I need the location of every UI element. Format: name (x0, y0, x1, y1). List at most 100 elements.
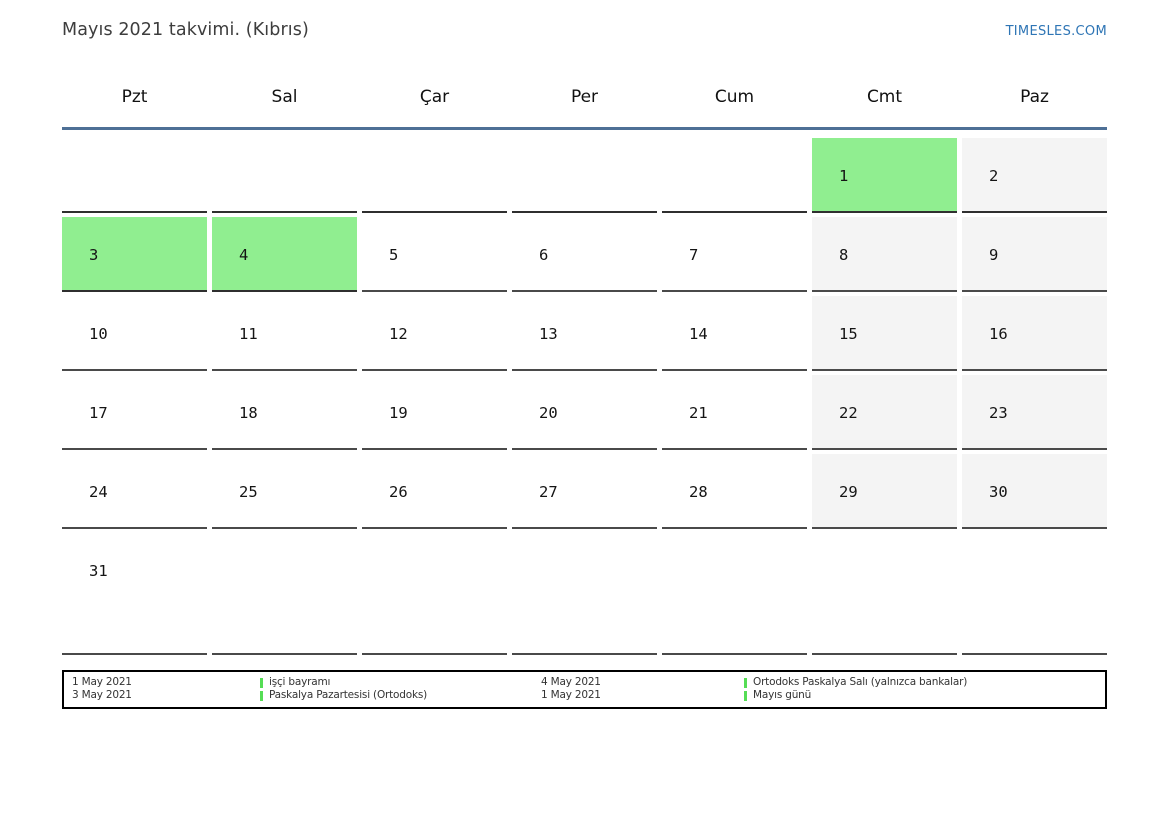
legend-entry: Paskalya Pazartesisi (Ortodoks) (260, 689, 541, 702)
day-cell: 26 (362, 454, 507, 529)
day-cell: 16 (962, 296, 1107, 371)
day-number: 9 (989, 246, 999, 264)
day-cell (212, 533, 357, 655)
weekday-label: Paz (1020, 87, 1049, 107)
legend-date: 1 May 2021 (541, 689, 601, 701)
day-cell: 11 (212, 296, 357, 371)
weekday-label: Cmt (866, 87, 903, 107)
day-number: 19 (389, 404, 408, 422)
day-number: 15 (839, 325, 858, 343)
header-rule (62, 127, 1107, 130)
day-cell (62, 138, 207, 213)
day-number: 13 (539, 325, 558, 343)
legend-date: 3 May 2021 (72, 689, 132, 701)
day-number: 14 (689, 325, 708, 343)
legend-label: işçi bayramı (269, 676, 331, 688)
day-cell: 27 (512, 454, 657, 529)
holiday-marker-icon (260, 677, 263, 688)
day-cell: 17 (62, 375, 207, 450)
day-cell (362, 138, 507, 213)
day-number: 20 (539, 404, 558, 422)
calendar-grid: 1 2 3 4 5 6 7 8 9 10 11 12 13 14 15 16 17 18 19 20 21 22 23 24 2… (62, 138, 1107, 655)
day-cell: 12 (362, 296, 507, 371)
day-cell: 5 (362, 217, 507, 292)
day-cell: 25 (212, 454, 357, 529)
day-number: 25 (239, 483, 258, 501)
day-cell: 24 (62, 454, 207, 529)
day-cell: 10 (62, 296, 207, 371)
day-cell: 20 (512, 375, 657, 450)
day-cell: 18 (212, 375, 357, 450)
day-number: 5 (389, 246, 399, 264)
weekday-header: Pzt Sal Çar Per Cum Cmt Paz (62, 86, 1107, 108)
day-number: 17 (89, 404, 108, 422)
legend-label: Ortodoks Paskalya Salı (yalnızca bankala… (753, 676, 968, 688)
day-number: 27 (539, 483, 558, 501)
page-title: Mayıs 2021 takvimi. (Kıbrıs) (62, 20, 309, 40)
day-number: 12 (389, 325, 408, 343)
day-cell: 6 (512, 217, 657, 292)
day-number: 4 (239, 246, 249, 264)
day-cell: 15 (812, 296, 957, 371)
day-number: 21 (689, 404, 708, 422)
day-number: 6 (539, 246, 549, 264)
legend-label: Mayıs günü (753, 689, 812, 701)
day-cell (812, 533, 957, 655)
day-number: 31 (89, 562, 108, 580)
weekday-label: Sal (271, 87, 298, 107)
day-cell: 2 (962, 138, 1107, 213)
holiday-marker-icon (744, 677, 747, 688)
day-cell: 3 (62, 217, 207, 292)
day-number: 30 (989, 483, 1008, 501)
day-cell: 4 (212, 217, 357, 292)
day-number: 7 (689, 246, 699, 264)
day-cell: 28 (662, 454, 807, 529)
day-number: 18 (239, 404, 258, 422)
weekday-label: Pzt (121, 87, 148, 107)
day-cell (512, 138, 657, 213)
day-cell: 13 (512, 296, 657, 371)
day-cell: 8 (812, 217, 957, 292)
day-cell: 23 (962, 375, 1107, 450)
day-cell: 22 (812, 375, 957, 450)
day-number: 23 (989, 404, 1008, 422)
day-cell: 1 (812, 138, 957, 213)
holiday-marker-icon (260, 690, 263, 701)
day-number: 22 (839, 404, 858, 422)
day-cell: 14 (662, 296, 807, 371)
day-cell: 29 (812, 454, 957, 529)
holiday-legend: 1 May 2021 işçi bayramı 4 May 2021 Ortodoks… (62, 670, 1107, 709)
day-number: 16 (989, 325, 1008, 343)
day-cell: 9 (962, 217, 1107, 292)
day-number: 10 (89, 325, 108, 343)
day-cell (212, 138, 357, 213)
legend-entry: Ortodoks Paskalya Salı (yalnızca bankala… (744, 676, 1097, 689)
legend-label: Paskalya Pazartesisi (Ortodoks) (269, 689, 428, 701)
day-number: 2 (989, 167, 999, 185)
day-cell (662, 533, 807, 655)
day-cell (362, 533, 507, 655)
day-number: 24 (89, 483, 108, 501)
day-number: 8 (839, 246, 849, 264)
day-number: 1 (839, 167, 849, 185)
day-cell (962, 533, 1107, 655)
day-number: 11 (239, 325, 258, 343)
day-cell: 31 (62, 533, 207, 655)
day-number: 26 (389, 483, 408, 501)
day-number: 3 (89, 246, 99, 264)
legend-entry: Mayıs günü (744, 689, 1097, 702)
site-link[interactable]: TIMESLES.COM (1005, 24, 1107, 39)
legend-entry: işçi bayramı (260, 676, 541, 689)
day-cell: 30 (962, 454, 1107, 529)
weekday-label: Çar (419, 87, 450, 107)
weekday-label: Cum (714, 87, 755, 107)
topbar: Mayıs 2021 takvimi. (Kıbrıs) TIMESLES.CO… (62, 20, 1107, 46)
day-number: 29 (839, 483, 858, 501)
day-cell: 7 (662, 217, 807, 292)
day-cell: 21 (662, 375, 807, 450)
weekday-label: Per (570, 87, 599, 107)
day-cell: 19 (362, 375, 507, 450)
legend-date: 4 May 2021 (541, 676, 601, 688)
day-cell (512, 533, 657, 655)
